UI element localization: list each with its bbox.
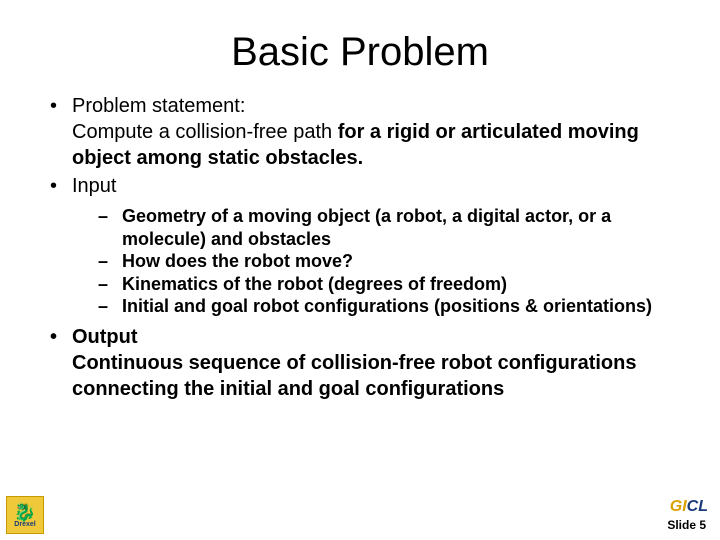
bullet-problem-statement: Problem statement: Compute a collision-f… (72, 93, 680, 171)
logo-text: Drexel (14, 521, 35, 528)
bullet-label: Input (72, 175, 116, 197)
slide-title: Basic Problem (40, 30, 680, 75)
bullet-output: Output Continuous sequence of collision-… (72, 324, 680, 402)
bullet-list-level1: Problem statement: Compute a collision-f… (40, 93, 680, 402)
slide-content: Basic Problem Problem statement: Compute… (0, 0, 720, 540)
drexel-logo: 🐉 Drexel (6, 496, 44, 534)
sub-bullet: Initial and goal robot configurations (p… (122, 295, 680, 318)
bullet-label: Output (72, 326, 138, 348)
bullet-text: Continuous sequence of collision-free ro… (72, 352, 636, 400)
slide-number: Slide 5 (667, 518, 706, 532)
bullet-input: Input Geometry of a moving object (a rob… (72, 173, 680, 318)
sub-bullet: Geometry of a moving object (a robot, a … (122, 205, 680, 250)
bullet-label: Problem statement: (72, 95, 245, 117)
gicl-logo: GICL (670, 498, 708, 516)
dragon-icon: 🐉 (14, 503, 36, 521)
sub-bullet: Kinematics of the robot (degrees of free… (122, 273, 680, 296)
bullet-list-level2: Geometry of a moving object (a robot, a … (72, 205, 680, 318)
sub-bullet: How does the robot move? (122, 250, 680, 273)
bullet-text: Compute a collision-free path for a rigi… (72, 121, 639, 169)
